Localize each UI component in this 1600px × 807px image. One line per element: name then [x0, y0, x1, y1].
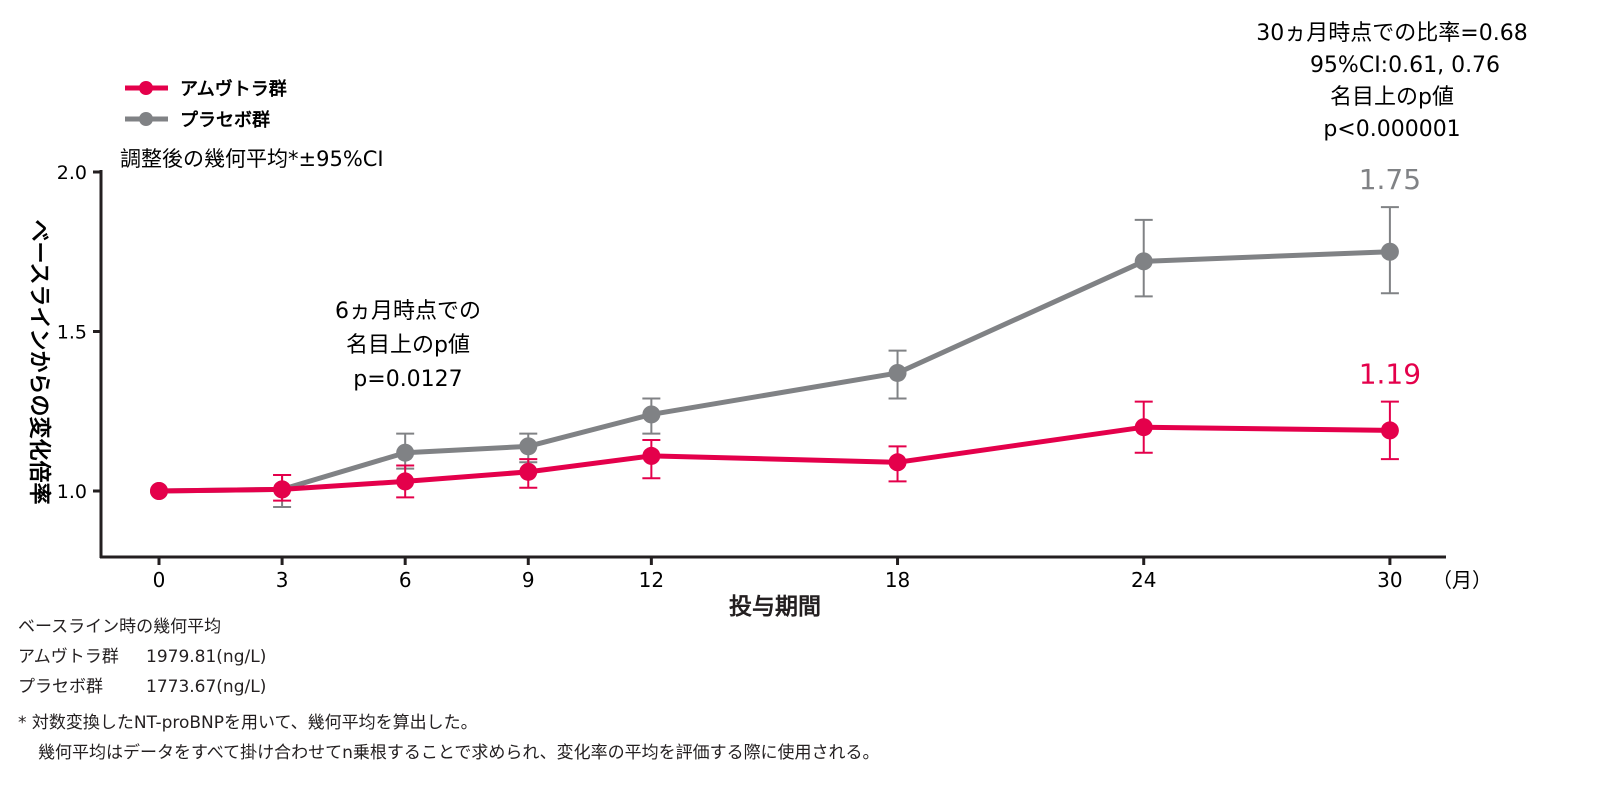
baseline-value: 1979.81(ng/L): [146, 647, 267, 667]
legend-item-amvuttra: アムヴトラ群: [125, 78, 287, 100]
legend-item-placebo: プラセボ群: [125, 109, 270, 131]
x-tick-label: 12: [639, 568, 664, 592]
series-line: [158, 424, 1390, 494]
x-axis-unit: （月）: [1432, 568, 1492, 592]
x-tick-label: 30: [1377, 568, 1402, 592]
annotation-line: 95%CI:0.61, 0.76: [1310, 53, 1500, 78]
data-point: [150, 482, 168, 500]
data-point: [888, 363, 907, 382]
baseline-row-placebo: プラセボ群 1773.67(ng/L): [18, 672, 880, 702]
y-tick-label: 1.0: [57, 481, 87, 503]
annotation-line: 30ヵ月時点での比率=0.68: [1256, 21, 1527, 46]
x-tick-label: 6: [399, 568, 412, 592]
data-point: [642, 446, 661, 465]
data-point: [1380, 421, 1399, 440]
annotation-month30: 30ヵ月時点での比率=0.68 95%CI:0.61, 0.76 名目上のp値 …: [1256, 21, 1527, 142]
data-point: [1380, 242, 1399, 261]
x-axis-label: 投与期間: [729, 594, 821, 620]
end-value-label: 1.75: [1359, 163, 1421, 196]
baseline-group: アムヴトラ群: [18, 647, 119, 667]
data-point: [396, 472, 415, 491]
data-point: [1134, 418, 1153, 437]
baseline-value: 1773.67(ng/L): [146, 677, 267, 697]
x-tick-label: 0: [153, 568, 166, 592]
data-point: [1134, 252, 1153, 271]
data-point: [273, 480, 292, 499]
baseline-row-amvuttra: アムヴトラ群 1979.81(ng/L): [18, 642, 880, 672]
data-point: [396, 443, 415, 462]
baseline-group: プラセボ群: [18, 677, 103, 697]
legend: アムヴトラ群 プラセボ群: [125, 78, 287, 131]
annotation-line: 6ヵ月時点での: [335, 299, 481, 324]
series-amvuttra: 1.19: [150, 358, 1421, 502]
y-tick-label: 1.5: [57, 322, 87, 344]
end-value-label: 1.19: [1359, 358, 1421, 391]
baseline-title: ベースライン時の幾何平均: [18, 617, 222, 637]
data-point: [642, 405, 661, 424]
annotation-line: p<0.000001: [1323, 117, 1460, 142]
series-placebo: 1.75: [150, 163, 1421, 508]
data-point: [519, 462, 538, 481]
footnote-2: 幾何平均はデータをすべて掛け合わせてn乗根することで求められ、変化率の平均を評価…: [38, 743, 880, 763]
notes: ベースライン時の幾何平均 アムヴトラ群 1979.81(ng/L) プラセボ群 17…: [18, 612, 880, 768]
annotation-line: p=0.0127: [353, 367, 462, 392]
data-point: [519, 437, 538, 456]
footnote-1: * 対数変換したNT-proBNPを用いて、幾何平均を算出した。: [18, 713, 478, 733]
annotation-month6: 6ヵ月時点での 名目上のp値 p=0.0127: [335, 299, 481, 392]
annotation-line: 名目上のp値: [346, 333, 470, 358]
x-tick-label: 24: [1131, 568, 1156, 592]
legend-label: アムヴトラ群: [180, 78, 287, 100]
series-line: [158, 249, 1390, 494]
annotation-line: 名目上のp値: [1330, 85, 1454, 110]
x-tick-label: 9: [522, 568, 535, 592]
data-point: [888, 453, 907, 472]
x-tick-label: 18: [885, 568, 910, 592]
chart-subtitle: 調整後の幾何平均*±95%CI: [120, 147, 384, 171]
y-tick-label: 2.0: [57, 162, 87, 184]
y-axis-label: ベースラインからの変化倍率: [26, 220, 52, 505]
x-tick-label: 3: [276, 568, 289, 592]
legend-label: プラセボ群: [180, 109, 270, 131]
